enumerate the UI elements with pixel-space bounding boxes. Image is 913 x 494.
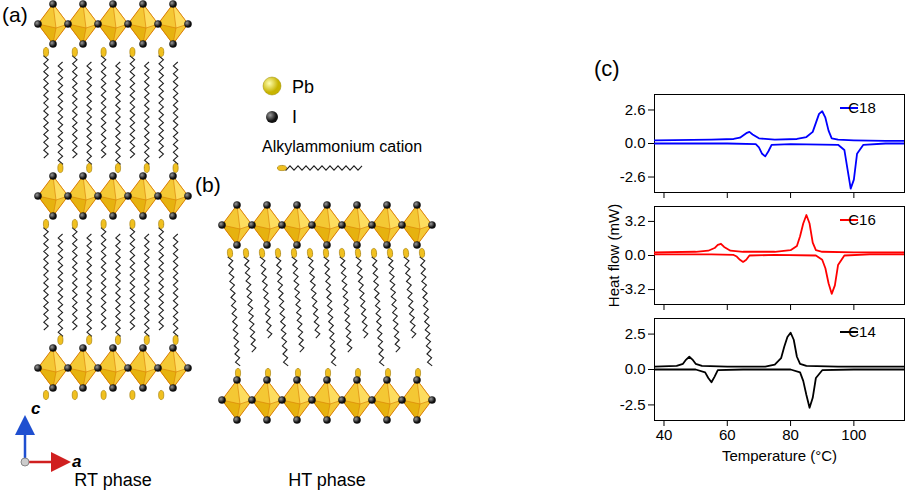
svg-text:0.0: 0.0 — [625, 134, 646, 151]
svg-text:a: a — [72, 452, 81, 471]
svg-text:-2.6: -2.6 — [620, 168, 646, 185]
svg-text:-2.5: -2.5 — [620, 396, 646, 413]
svg-text:C18: C18 — [848, 99, 876, 116]
svg-text:I: I — [292, 107, 297, 127]
svg-text:2.5: 2.5 — [625, 325, 646, 342]
svg-text:0.0: 0.0 — [625, 360, 646, 377]
svg-text:3.2: 3.2 — [625, 212, 646, 229]
svg-text:Temperature (°C): Temperature (°C) — [722, 447, 837, 464]
svg-text:C16: C16 — [848, 211, 876, 228]
svg-text:-3.2: -3.2 — [620, 280, 646, 297]
svg-text:Heat flow (mW): Heat flow (mW) — [605, 204, 622, 307]
svg-text:RT phase: RT phase — [74, 470, 151, 490]
svg-text:(a): (a) — [2, 3, 28, 26]
html-text:(c): (c) — [594, 56, 620, 81]
svg-text:C14: C14 — [848, 323, 876, 340]
svg-text:0.0: 0.0 — [625, 246, 646, 263]
svg-text:HT phase: HT phase — [288, 470, 366, 490]
svg-text:80: 80 — [782, 426, 799, 443]
svg-text:Alkylammonium cation: Alkylammonium cation — [262, 138, 422, 155]
svg-text:60: 60 — [719, 426, 736, 443]
svg-text:2.6: 2.6 — [625, 101, 646, 118]
svg-text:(b): (b) — [195, 173, 221, 196]
svg-text:Pb: Pb — [292, 77, 314, 97]
svg-text:c: c — [31, 399, 41, 418]
svg-text:100: 100 — [841, 426, 866, 443]
svg-text:40: 40 — [656, 426, 673, 443]
